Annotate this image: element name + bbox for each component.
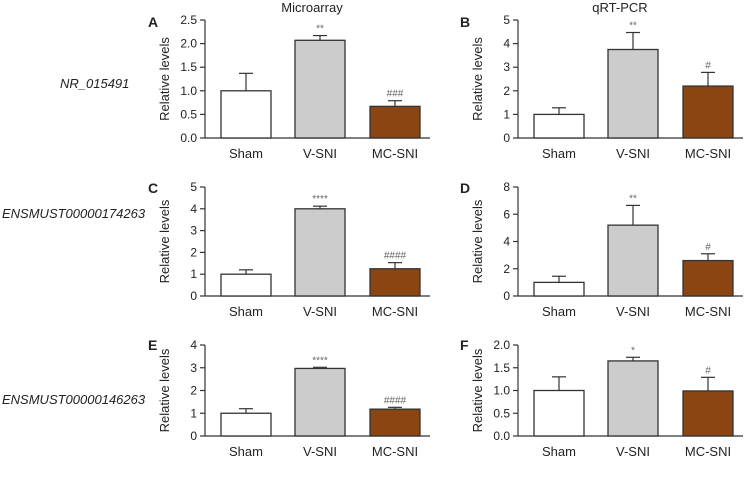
panel-e-significance: ****	[312, 355, 328, 366]
panel-e-tick-label: 2	[190, 384, 197, 398]
panel-f-tick-label: 0.0	[493, 429, 510, 443]
panel-c-tick-label: 1	[190, 267, 197, 281]
panel-a-significance: **	[316, 24, 324, 35]
panel-d-tick-label: 2	[503, 262, 510, 276]
panel-a-tick-label: 0.0	[180, 131, 197, 145]
panel-f-category-label: Sham	[542, 444, 576, 459]
panel-f-ylabel: Relative levels	[470, 348, 485, 432]
panel-f-bar-mc-sni	[682, 390, 734, 437]
panel-a-ylabel: Relative levels	[157, 37, 172, 121]
panel-f-tick-label: 0.5	[493, 406, 510, 420]
panel-a-significance: ###	[387, 89, 404, 100]
panel-e-category-label: MC-SNI	[372, 444, 418, 459]
panel-c-tick-label: 2	[190, 245, 197, 259]
panel-b-significance: **	[629, 21, 637, 32]
panel-f-tick-label: 1.5	[493, 361, 510, 375]
panel-c-category-label: Sham	[229, 304, 263, 319]
panel-b-tick-label: 2	[503, 84, 510, 98]
panel-d-category-label: Sham	[542, 304, 576, 319]
panel-b-tick-label: 0	[503, 131, 510, 145]
panel-c-tick-label: 4	[190, 202, 197, 216]
panel-d-tick-label: 8	[503, 180, 510, 194]
panel-a-tick-label: 2.5	[180, 13, 197, 27]
panel-e-category-label: V-SNI	[303, 444, 337, 459]
panel-d-bar-sham	[533, 281, 585, 297]
panel-d-ylabel: Relative levels	[470, 199, 485, 283]
panel-a-tick-label: 2.0	[180, 37, 197, 51]
panel-d-significance: #	[705, 242, 711, 253]
panel-c-tick-label: 3	[190, 224, 197, 238]
panel-e-ylabel: Relative levels	[157, 348, 172, 432]
panel-e-tick-label: 4	[190, 338, 197, 352]
panel-label-c: C	[148, 180, 159, 196]
panel-c-bar-sham	[220, 273, 272, 297]
panel-c-tick-label: 0	[190, 289, 197, 303]
panel-d-significance: **	[629, 193, 637, 204]
panel-d-bar-v-sni	[607, 224, 659, 297]
panel-label-e: E	[148, 337, 158, 353]
panel-a-bar-sham	[220, 90, 272, 139]
panel-a-tick-label: 0.5	[180, 107, 197, 121]
row-label-ensmust146263: ENSMUST00000146263	[2, 392, 146, 407]
panel-d-tick-label: 4	[503, 235, 510, 249]
panel-b-category-label: Sham	[542, 146, 576, 161]
panel-e-category-label: Sham	[229, 444, 263, 459]
panel-e-bar-sham	[220, 412, 272, 437]
panel-b-bar-v-sni	[607, 48, 659, 139]
panel-f-category-label: MC-SNI	[685, 444, 731, 459]
panel-e-significance: ####	[384, 395, 407, 406]
panel-c-significance: ****	[312, 194, 328, 205]
panel-f-tick-label: 1.0	[493, 384, 510, 398]
panel-f-bar-v-sni	[607, 360, 659, 437]
panel-e-tick-label: 0	[190, 429, 197, 443]
panel-d-tick-label: 6	[503, 207, 510, 221]
panel-b-tick-label: 1	[503, 107, 510, 121]
panel-e-bar-v-sni	[294, 367, 346, 437]
panel-e-tick-label: 1	[190, 406, 197, 420]
panel-b-tick-label: 5	[503, 13, 510, 27]
panel-c-tick-label: 5	[190, 180, 197, 194]
panel-f-tick-label: 2.0	[493, 338, 510, 352]
panel-c-ylabel: Relative levels	[157, 199, 172, 283]
panel-c-category-label: MC-SNI	[372, 304, 418, 319]
panel-c-bar-mc-sni	[369, 268, 421, 297]
panel-d-category-label: V-SNI	[616, 304, 650, 319]
panel-a-category-label: V-SNI	[303, 146, 337, 161]
panel-a-bar-mc-sni	[369, 105, 421, 139]
panel-label-d: D	[460, 180, 471, 196]
panel-label-a: A	[148, 14, 159, 30]
panel-f-significance: *	[631, 345, 635, 356]
panel-d-bar-mc-sni	[682, 259, 734, 297]
panel-b-bar-mc-sni	[682, 85, 734, 139]
panel-b-category-label: V-SNI	[616, 146, 650, 161]
panel-b-tick-label: 4	[503, 37, 510, 51]
panel-b-category-label: MC-SNI	[685, 146, 731, 161]
panel-c-bar-v-sni	[294, 208, 346, 297]
panel-f-significance: #	[705, 365, 711, 376]
panel-c-category-label: V-SNI	[303, 304, 337, 319]
panel-a-tick-label: 1.0	[180, 84, 197, 98]
panel-d-category-label: MC-SNI	[685, 304, 731, 319]
panel-b-bar-sham	[533, 113, 585, 139]
panel-a-tick-label: 1.5	[180, 60, 197, 74]
panel-e-bar-mc-sni	[369, 408, 421, 437]
panel-d-tick-label: 0	[503, 289, 510, 303]
panel-f-category-label: V-SNI	[616, 444, 650, 459]
panel-b-significance: #	[705, 60, 711, 71]
panel-a-category-label: MC-SNI	[372, 146, 418, 161]
panel-a-bar-v-sni	[294, 39, 346, 139]
row-label-ensmust174263: ENSMUST00000174263	[2, 206, 146, 221]
column-header-qrtpcr: qRT-PCR	[592, 0, 648, 15]
column-header-microarray: Microarray	[281, 0, 343, 15]
panel-b-tick-label: 3	[503, 60, 510, 74]
panel-f-bar-sham	[533, 389, 585, 437]
panel-label-b: B	[460, 14, 471, 30]
row-label-nr015491: NR_015491	[60, 76, 130, 91]
panel-c-significance: ####	[384, 251, 407, 262]
panel-a-category-label: Sham	[229, 146, 263, 161]
panel-label-f: F	[460, 337, 469, 353]
panel-b-ylabel: Relative levels	[470, 37, 485, 121]
panel-e-tick-label: 3	[190, 361, 197, 375]
